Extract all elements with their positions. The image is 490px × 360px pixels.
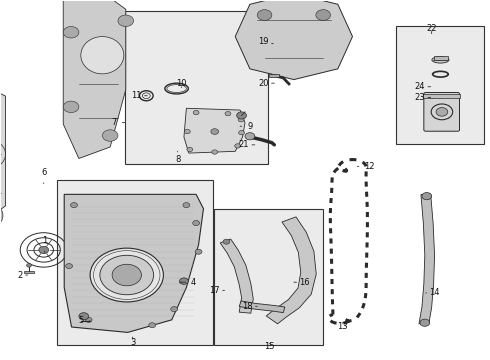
Text: 7: 7 <box>111 118 125 127</box>
Text: 12: 12 <box>357 162 375 171</box>
Circle shape <box>420 319 430 326</box>
Text: 20: 20 <box>258 79 274 88</box>
Text: 22: 22 <box>426 24 437 34</box>
Text: 1: 1 <box>42 237 48 252</box>
Circle shape <box>235 144 241 148</box>
Circle shape <box>184 130 190 134</box>
Circle shape <box>436 108 448 116</box>
Circle shape <box>193 111 199 115</box>
Circle shape <box>85 318 92 322</box>
Circle shape <box>118 15 134 27</box>
Text: 3: 3 <box>130 337 135 347</box>
Polygon shape <box>0 83 5 257</box>
Circle shape <box>239 131 245 135</box>
Bar <box>214 209 323 345</box>
Text: 11: 11 <box>131 91 147 100</box>
Circle shape <box>179 278 188 284</box>
Circle shape <box>237 112 246 119</box>
Bar <box>57 180 213 345</box>
Polygon shape <box>64 194 203 332</box>
Bar <box>24 271 34 273</box>
Circle shape <box>238 118 244 122</box>
Circle shape <box>66 264 73 269</box>
Circle shape <box>171 307 177 312</box>
Circle shape <box>100 255 154 295</box>
Text: 18: 18 <box>242 302 257 311</box>
Text: 21: 21 <box>239 140 255 149</box>
Circle shape <box>187 147 193 152</box>
Circle shape <box>422 193 432 200</box>
Circle shape <box>26 264 31 267</box>
Circle shape <box>193 221 199 226</box>
Circle shape <box>212 150 218 154</box>
Polygon shape <box>419 194 435 325</box>
Circle shape <box>223 239 230 244</box>
Text: 4: 4 <box>179 278 196 287</box>
Text: 6: 6 <box>41 168 47 184</box>
Circle shape <box>90 248 163 302</box>
Ellipse shape <box>81 37 124 74</box>
Circle shape <box>0 201 3 230</box>
Text: 19: 19 <box>258 37 273 46</box>
Bar <box>270 74 279 77</box>
Circle shape <box>79 313 89 320</box>
Bar <box>396 26 485 144</box>
Text: 17: 17 <box>209 286 224 295</box>
Text: 16: 16 <box>294 278 310 287</box>
Polygon shape <box>184 108 245 153</box>
Text: 15: 15 <box>264 342 275 351</box>
Text: 10: 10 <box>176 80 187 89</box>
Circle shape <box>211 129 219 134</box>
Text: 8: 8 <box>175 151 180 164</box>
Circle shape <box>112 264 142 286</box>
Circle shape <box>225 112 231 116</box>
Circle shape <box>63 27 79 38</box>
Text: 23: 23 <box>415 93 431 102</box>
Polygon shape <box>235 0 352 80</box>
Circle shape <box>149 323 156 328</box>
Circle shape <box>195 249 202 254</box>
Polygon shape <box>239 301 285 312</box>
Polygon shape <box>266 217 316 324</box>
Circle shape <box>63 101 79 113</box>
Text: 14: 14 <box>426 288 440 297</box>
Ellipse shape <box>432 57 449 63</box>
Bar <box>423 94 460 98</box>
Bar <box>125 12 269 164</box>
Text: 2: 2 <box>18 270 27 279</box>
Circle shape <box>245 133 255 140</box>
Polygon shape <box>63 0 126 158</box>
Polygon shape <box>220 239 253 313</box>
Text: 24: 24 <box>415 82 431 91</box>
Text: 13: 13 <box>338 322 348 331</box>
Circle shape <box>316 10 331 21</box>
Circle shape <box>102 130 118 141</box>
Bar <box>434 56 448 60</box>
Circle shape <box>71 203 77 208</box>
Text: 9: 9 <box>240 122 252 131</box>
Circle shape <box>39 246 49 253</box>
Circle shape <box>257 10 272 21</box>
Circle shape <box>183 203 190 208</box>
FancyBboxPatch shape <box>424 93 460 131</box>
Text: 5: 5 <box>79 316 90 325</box>
